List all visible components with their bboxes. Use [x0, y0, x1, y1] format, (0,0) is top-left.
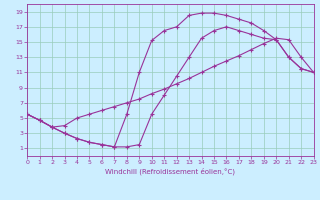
X-axis label: Windchill (Refroidissement éolien,°C): Windchill (Refroidissement éolien,°C)	[105, 168, 236, 175]
